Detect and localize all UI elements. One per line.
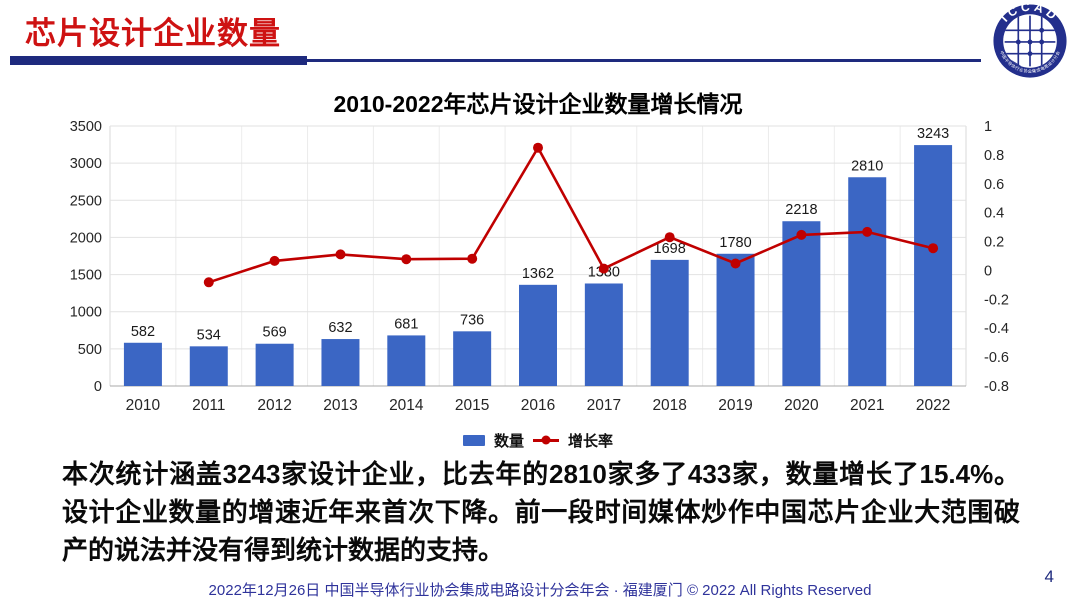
left-axis-tick: 1000 (70, 305, 102, 321)
bar-label: 1780 (719, 235, 751, 251)
bar-label: 1698 (654, 241, 686, 257)
left-axis-tick: 2500 (70, 193, 102, 209)
x-axis-label: 2022 (916, 397, 950, 414)
left-axis-tick: 3500 (70, 119, 102, 135)
x-axis-label: 2011 (192, 397, 225, 414)
bar-label: 2218 (785, 202, 817, 218)
bar-2018 (650, 259, 689, 386)
growth-marker (533, 142, 543, 153)
growth-marker (862, 226, 873, 237)
footer-credit: 2022年12月26日 中国半导体行业协会集成电路设计分会年会 · 福建厦门 ©… (208, 582, 872, 599)
x-axis-label: 2013 (323, 397, 357, 414)
bar-label: 681 (394, 316, 418, 332)
right-axis-tick: -0.8 (984, 379, 1009, 395)
right-axis-tick: -0.6 (984, 350, 1009, 366)
chart-legend: 数量 增长率 (0, 429, 1076, 451)
right-axis-tick: -0.2 (984, 292, 1009, 308)
x-axis-label: 2018 (652, 397, 686, 414)
title-underline-thick (10, 56, 307, 65)
bar-2011 (189, 346, 228, 386)
right-axis-tick: 0.8 (984, 148, 1004, 164)
right-axis-tick: 0.4 (984, 206, 1004, 222)
bar-label: 1362 (522, 266, 554, 282)
right-axis-tick: -0.4 (984, 321, 1009, 337)
growth-marker (796, 229, 807, 240)
left-axis-tick: 3000 (70, 156, 102, 172)
legend-bar-label: 数量 (493, 432, 524, 450)
summary-paragraph: 本次统计涵盖3243家设计企业，比去年的2810家多了433家，数量增长了15.… (62, 459, 1020, 565)
bar-2017 (584, 283, 623, 386)
bar-label: 534 (197, 327, 221, 343)
growth-marker (730, 258, 741, 269)
left-axis-tick: 0 (94, 379, 102, 395)
bar-2010 (123, 342, 162, 386)
legend-line-marker-icon (533, 435, 559, 445)
x-axis-label: 2019 (718, 397, 752, 414)
x-axis-label: 2015 (455, 397, 489, 414)
x-axis-label: 2014 (389, 397, 424, 414)
bar-2016 (519, 284, 557, 386)
growth-marker (928, 243, 939, 254)
bar-2014 (387, 335, 426, 386)
growth-marker (203, 277, 214, 288)
chart-title: 2010-2022年芯片设计企业数量增长情况 (333, 91, 743, 117)
iccad-logo: ICCAD 中国半导体行业协会集成电路设计分会 (993, 2, 1067, 78)
bar-2022 (914, 145, 953, 386)
bar-2020 (782, 221, 821, 386)
growth-marker (467, 253, 478, 264)
growth-marker (269, 255, 280, 266)
legend-bar-swatch-icon (462, 434, 485, 446)
x-axis-label: 2016 (521, 397, 555, 414)
right-axis-tick: 1 (984, 119, 992, 135)
bar-label: 569 (263, 325, 287, 341)
bar-2012 (255, 343, 294, 386)
x-axis-label: 2010 (126, 397, 161, 414)
growth-marker (401, 254, 412, 265)
x-axis-label: 2012 (257, 397, 291, 414)
bar-label: 736 (460, 312, 484, 328)
bar-label: 632 (328, 320, 352, 336)
right-axis-tick: 0 (984, 263, 992, 279)
growth-line (208, 145, 934, 284)
growth-marker (598, 263, 609, 274)
bar-label: 2810 (851, 158, 883, 174)
left-axis-tick: 2000 (70, 230, 102, 246)
bar-2019 (716, 253, 755, 386)
bar-2021 (848, 177, 887, 386)
legend-line-label: 增长率 (568, 432, 614, 450)
left-axis-tick: 500 (78, 342, 102, 358)
page-title: 芯片设计企业数量 (25, 16, 281, 51)
bar-label: 582 (131, 324, 155, 340)
x-axis-label: 2021 (850, 397, 884, 414)
left-axis-tick: 1500 (70, 268, 102, 284)
x-axis-label: 2017 (587, 397, 621, 414)
title-underline-thin (307, 59, 981, 62)
growth-marker (335, 249, 346, 260)
growth-marker (664, 232, 675, 243)
bar-2013 (321, 339, 360, 386)
right-axis-tick: 0.2 (984, 235, 1004, 251)
logo-circuit-dots (1015, 27, 1045, 57)
right-axis-tick: 0.6 (984, 177, 1004, 193)
bar-2015 (453, 331, 492, 386)
bar-label: 3243 (917, 126, 949, 142)
x-axis-label: 2020 (784, 397, 819, 414)
page-number: 4 (1044, 567, 1054, 586)
